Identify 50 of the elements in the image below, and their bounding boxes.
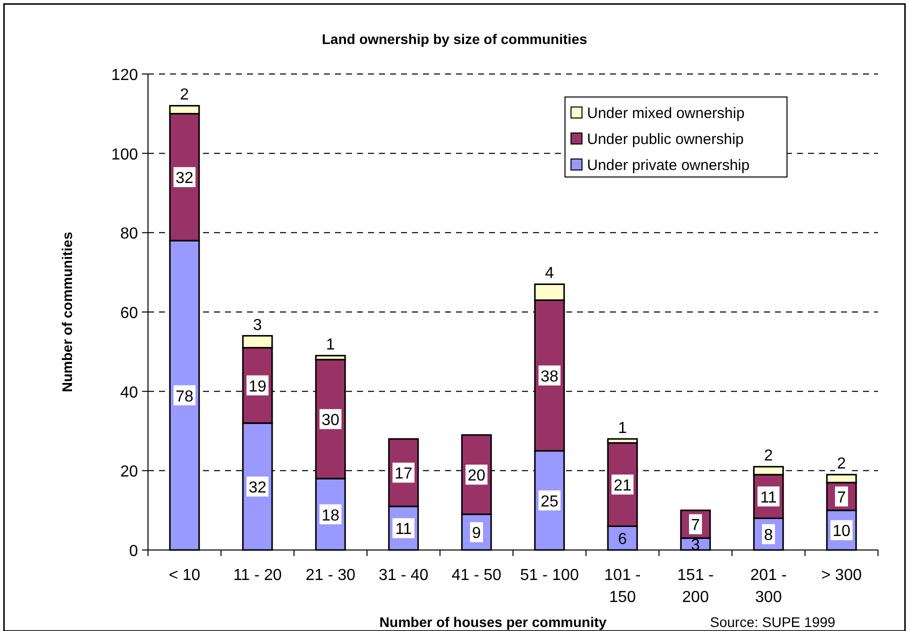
y-tick-label: 0 — [129, 543, 138, 560]
data-label: 1 — [326, 336, 336, 354]
x-tick-label: 31 - 40 — [378, 567, 429, 584]
x-tick-label: 101 - 150 — [604, 567, 641, 606]
data-label: 11 — [395, 521, 412, 538]
data-label: 32 — [176, 170, 194, 188]
data-label: 10 — [832, 523, 850, 540]
y-tick-label: 120 — [111, 67, 138, 84]
x-tick-label: > 300 — [821, 567, 862, 584]
data-label: 7 — [837, 489, 846, 506]
x-tick-label: 41 - 50 — [452, 567, 502, 584]
data-label: 9 — [472, 525, 482, 542]
x-tick-label: 21 - 30 — [306, 567, 356, 584]
data-label: 38 — [540, 368, 558, 386]
legend-label: Under mixed ownership — [587, 105, 745, 122]
data-label: 18 — [322, 507, 340, 524]
chart-title: Land ownership by size of communities — [322, 31, 588, 47]
data-label: 2 — [837, 456, 846, 473]
source-note: Source: SUPE 1999 — [710, 614, 836, 630]
y-tick-label: 20 — [120, 464, 138, 481]
legend-label: Under public ownership — [587, 131, 744, 148]
data-label: 1 — [618, 420, 628, 437]
data-label: 7 — [691, 517, 700, 534]
y-tick-label: 100 — [111, 146, 138, 164]
x-tick-label: 151 - 200 — [677, 567, 714, 606]
data-label: 11 — [760, 489, 777, 506]
y-tick-label: 80 — [120, 226, 138, 243]
y-axis-title: Number of communities — [59, 232, 75, 392]
x-tick-label: 201 - 300 — [750, 567, 787, 606]
data-label: 78 — [176, 388, 194, 406]
data-label: 4 — [545, 265, 554, 282]
data-label: 17 — [394, 466, 412, 483]
legend-label: Under private ownership — [587, 157, 750, 174]
data-label: 20 — [468, 468, 486, 485]
data-label: 6 — [618, 531, 628, 548]
y-tick-label: 60 — [120, 305, 138, 322]
data-label: 25 — [540, 493, 558, 510]
x-tick-label: 51 - 100 — [520, 567, 579, 584]
data-label: 3 — [253, 316, 262, 334]
data-label: 2 — [180, 86, 190, 104]
data-label: 19 — [248, 378, 266, 396]
x-tick-label: < 10 — [168, 567, 200, 584]
data-label: 30 — [322, 412, 340, 430]
x-tick-label: 11 - 20 — [233, 567, 282, 584]
data-label: 8 — [764, 527, 774, 544]
data-label: 2 — [764, 448, 774, 465]
data-label: 32 — [248, 480, 266, 497]
data-label: 21 — [614, 478, 632, 495]
y-tick-label: 40 — [120, 384, 138, 402]
x-axis-title: Number of houses per community — [379, 614, 607, 630]
